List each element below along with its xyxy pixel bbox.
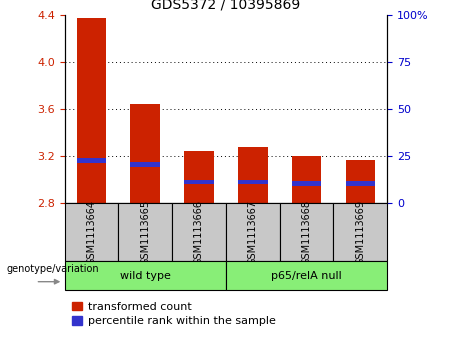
Bar [77, 18, 106, 203]
Bar [238, 147, 267, 203]
Bar [184, 180, 214, 184]
Text: GSM1113668: GSM1113668 [301, 200, 312, 265]
Bar [333, 203, 387, 261]
Bar [65, 203, 118, 261]
Text: GSM1113664: GSM1113664 [86, 200, 96, 265]
Text: GSM1113666: GSM1113666 [194, 200, 204, 265]
Bar [292, 156, 321, 203]
Text: GSM1113665: GSM1113665 [140, 200, 150, 265]
Bar [77, 159, 106, 163]
Bar [184, 151, 214, 203]
Bar [280, 203, 333, 261]
Bar [292, 181, 321, 185]
Bar [238, 180, 267, 184]
Text: GSM1113669: GSM1113669 [355, 200, 366, 265]
Bar [130, 162, 160, 167]
Bar [226, 261, 387, 290]
Text: p65/relA null: p65/relA null [271, 271, 342, 281]
Bar [65, 261, 226, 290]
Bar [226, 203, 280, 261]
Legend: transformed count, percentile rank within the sample: transformed count, percentile rank withi… [70, 299, 278, 329]
Text: GSM1113667: GSM1113667 [248, 200, 258, 265]
Title: GDS5372 / 10395869: GDS5372 / 10395869 [151, 0, 301, 12]
Text: genotype/variation: genotype/variation [6, 264, 99, 274]
Bar [346, 160, 375, 203]
Bar [346, 181, 375, 185]
Bar [130, 104, 160, 203]
Text: wild type: wild type [120, 271, 171, 281]
Bar [118, 203, 172, 261]
Bar [172, 203, 226, 261]
